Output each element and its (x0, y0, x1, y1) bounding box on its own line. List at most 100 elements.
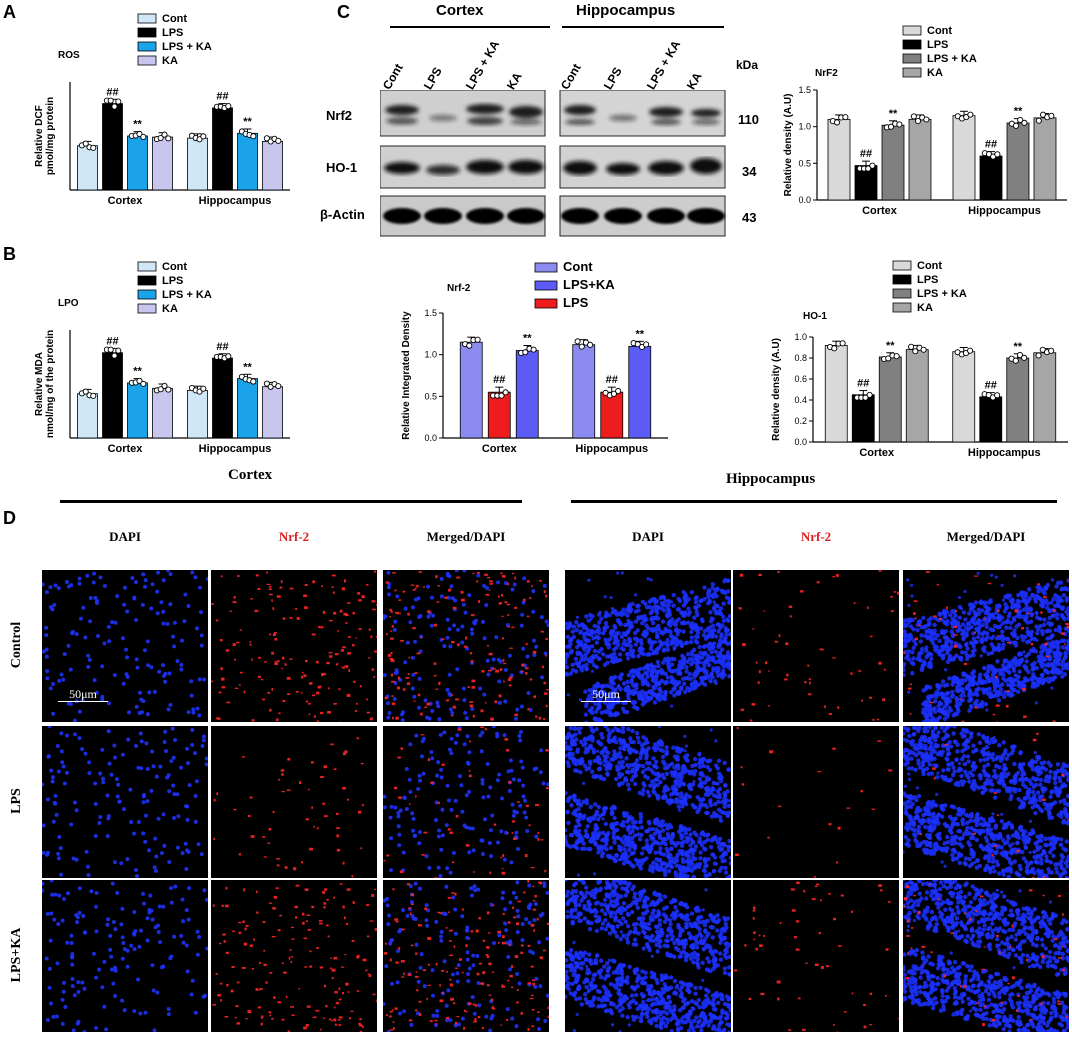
data-point (502, 389, 509, 396)
panel-label-c: C (337, 2, 350, 22)
data-point (107, 97, 114, 104)
lane-label: LPS (420, 64, 445, 92)
data-point (275, 383, 282, 390)
significance-mark: ## (985, 139, 997, 151)
y-tick-label: 0.8 (794, 353, 807, 363)
significance-mark: ** (1013, 341, 1022, 353)
x-category-label: Cortex (108, 443, 144, 455)
kda-nrf2: 110 (738, 112, 759, 127)
data-point (161, 382, 168, 389)
row-label: LPS (9, 788, 24, 814)
data-point (893, 353, 900, 360)
cortex-merged-image (383, 570, 549, 722)
data-point (263, 135, 270, 142)
bar (459, 341, 483, 439)
legend-swatch (137, 261, 157, 272)
x-category-label: Hippocampus (968, 205, 1041, 217)
bar (827, 118, 851, 201)
data-point (1016, 352, 1023, 359)
y-tick-label: 1.0 (798, 122, 811, 132)
data-point (914, 118, 922, 125)
y-axis-label: Relative density (A.U) (783, 94, 794, 197)
data-point (578, 343, 585, 350)
bar (905, 349, 929, 443)
hippocampus-merged-image (903, 726, 1069, 878)
data-point (1012, 122, 1020, 129)
x-category-label: Cortex (482, 443, 518, 455)
data-point (842, 114, 849, 121)
y-axis-label: Relative Integrated Density (401, 311, 412, 440)
chart-title: LPO (58, 298, 79, 309)
bar (152, 387, 173, 439)
data-point (225, 103, 232, 110)
data-point (200, 133, 207, 140)
data-point (140, 133, 147, 140)
x-category-label: Hippocampus (968, 447, 1041, 459)
bar (979, 155, 1003, 201)
data-point (910, 113, 917, 120)
lane-label: KA (683, 69, 705, 92)
region-title-cortex: Cortex (228, 467, 273, 483)
data-point (165, 135, 172, 142)
data-point (908, 343, 915, 350)
data-point (643, 341, 650, 348)
legend-label: LPS + KA (162, 289, 212, 301)
data-point (90, 392, 97, 399)
legend-swatch (534, 280, 558, 291)
y-tick-label: 0.2 (794, 416, 807, 426)
legend-swatch (892, 288, 912, 299)
bar (979, 396, 1003, 443)
bar (262, 386, 283, 439)
x-category-label: Hippocampus (199, 443, 272, 455)
hippocampus-nrf2-image (733, 570, 899, 722)
significance-mark: ** (523, 333, 532, 345)
x-category-label: Hippocampus (575, 443, 648, 455)
y-tick-label: 0.4 (794, 395, 807, 405)
legend-swatch (137, 275, 157, 286)
cortex-header-line (390, 26, 550, 28)
significance-mark: ** (635, 328, 644, 340)
lane-label: LPS + KA (462, 37, 503, 92)
panel-label-a: A (3, 2, 16, 22)
scale-bar: 50μm (581, 687, 631, 702)
y-tick-label: 1.0 (794, 332, 807, 342)
bar (515, 350, 539, 439)
panel-label-d: D (3, 508, 16, 528)
legend-label: Cont (917, 260, 942, 272)
hippocampus-merged-image (903, 570, 1069, 722)
y-tick-label: 0.0 (794, 437, 807, 447)
legend-label: LPS (162, 27, 183, 39)
bar (187, 390, 208, 439)
bar (152, 136, 173, 191)
data-point (912, 348, 919, 355)
legend-swatch (137, 289, 157, 300)
legend-label: LPS (563, 295, 589, 310)
blot-header-cortex: Cortex (436, 2, 484, 19)
hippocampus-nrf2-image (733, 880, 899, 1032)
lane-label: LPS + KA (643, 37, 684, 92)
data-point (634, 341, 641, 348)
hippocampus-dapi-image (565, 570, 731, 722)
data-point (522, 349, 529, 356)
legend-label: LPS (162, 275, 183, 287)
significance-mark: ** (133, 119, 142, 131)
cortex-merged-image (383, 726, 549, 878)
data-point (157, 134, 164, 142)
data-point (862, 394, 869, 401)
data-point (839, 340, 846, 347)
y-axis-label: Relative density (A.U) (771, 338, 782, 441)
legend-label: Cont (563, 259, 593, 274)
y-tick-label: 1.0 (424, 350, 437, 360)
legend-swatch (892, 302, 912, 313)
legend-label: KA (162, 303, 178, 315)
legend-swatch (137, 41, 157, 52)
data-point (466, 342, 473, 349)
y-tick-label: 0.6 (794, 374, 807, 384)
cortex-nrf2-image (211, 880, 377, 1032)
nrf2-integrated-density-chart: Nrf-2 Cont LPS+KA LPS 0.0 0.5 1.0 1.5 Relative I… (401, 259, 668, 455)
data-point (1035, 117, 1042, 124)
significance-mark: ## (860, 148, 872, 160)
data-point (250, 378, 257, 385)
bar (127, 135, 148, 191)
hippocampus-nrf2-image (733, 726, 899, 878)
